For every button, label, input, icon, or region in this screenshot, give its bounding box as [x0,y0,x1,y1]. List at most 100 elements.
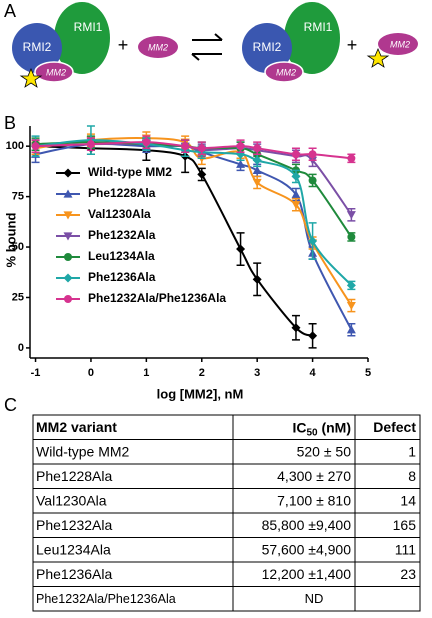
table-cell: ND [305,591,324,606]
legend-marker [64,253,72,261]
legend-marker [63,273,73,283]
table-cell: Val1230Ala [36,492,107,508]
rmi2-shape [12,23,62,73]
table-cell: 85,800 ±9,400 [262,517,352,533]
legend-label: Leu1234Ala [88,249,155,263]
star [19,67,43,88]
marker [197,144,206,153]
x-axis-label: log [MM2], nM [157,386,244,401]
mm2-shape [378,33,418,55]
marker [252,155,262,165]
panel-label: B [4,113,16,133]
schematic-label: + [118,35,129,55]
legend-marker [63,232,73,241]
table-cell: 111 [395,541,416,557]
y-tick-label: 100 [6,140,24,152]
panel-label: C [4,395,17,415]
schematic-label: RMI2 [23,40,52,54]
table-cell: 14 [400,492,416,508]
marker [291,323,301,333]
marker [308,331,318,341]
table-cell: 23 [400,566,416,582]
table-header-part: (nM) [318,419,351,435]
legend-label: Phe1228Ala [88,186,156,200]
legend-marker [64,295,72,303]
y-tick-label: 50 [12,241,24,253]
table-cell: Phe1232Ala/Phe1236Ala [36,592,176,606]
marker [252,165,262,174]
schematic-label: MM2 [46,67,66,77]
table-cell: 7,100 ± 810 [277,492,351,508]
star [366,47,390,68]
table-header: MM2 variant [36,419,117,435]
x-tick-label: 5 [365,367,371,379]
x-tick-label: 3 [254,367,260,379]
x-tick-label: 4 [310,367,317,379]
marker [181,142,190,151]
schematic [12,2,418,88]
marker [197,169,207,179]
series-line [35,145,314,337]
table-cell: Phe1232Ala [36,517,113,533]
marker [346,325,356,334]
table-cell: 520 ± 50 [297,443,352,459]
table-cell: 12,200 ±1,400 [262,566,352,582]
marker [86,140,95,149]
table-cell: 57,600 ±4,900 [262,541,352,557]
table-cell: Leu1234Ala [36,541,111,557]
marker [346,280,356,290]
marker [31,142,40,151]
schematic-label: MM2 [276,67,296,77]
legend-label: Wild-type MM2 [88,165,172,179]
marker [291,201,301,210]
marker [347,154,356,163]
mm2-shape [138,36,178,58]
arrow [191,53,200,61]
rmi1-shape [284,2,340,74]
marker [291,190,301,199]
table-cell: 1 [408,443,416,459]
marker [308,236,318,246]
schematic-label: RMI1 [304,20,333,34]
y-tick-label: 0 [18,342,24,354]
legend-label: Val1230Ala [88,207,151,221]
schematic-label: MM2 [148,42,168,52]
table-cell: Phe1236Ala [36,566,113,582]
schematic-label: MM2 [390,39,410,49]
legend-label: Phe1236Ala [88,270,156,284]
panel-label: A [4,1,16,21]
table-header: Defect [373,419,416,435]
marker [236,159,246,168]
rmi2-shape [242,23,292,73]
marker [236,142,245,151]
marker [346,211,356,220]
marker [291,171,301,181]
marker [347,232,356,241]
rmi1-shape [54,2,110,74]
table-cell: Wild-type MM2 [36,443,130,459]
table-header-part: IC [292,419,306,435]
marker [346,301,356,311]
table-cell: 8 [408,468,416,484]
table-cell: 4,300 ± 270 [277,468,351,484]
legend-label: Phe1232Ala/Phe1236Ala [88,291,226,305]
schematic-label: RMI2 [253,40,282,54]
marker [291,150,300,159]
legend-marker [63,168,73,178]
series-line [35,141,352,160]
mm2-shape [264,61,304,83]
marker [252,178,262,187]
marker [308,150,317,159]
table-header: IC50 (nM) [292,419,351,438]
mm2-shape [34,61,74,83]
legend-marker [63,189,73,198]
series-line [35,137,353,307]
marker [252,274,262,284]
y-tick-label: 75 [12,191,24,203]
arrow [214,33,223,41]
x-tick-label: -1 [31,367,41,379]
marker [253,144,262,153]
table-cell: 165 [393,517,417,533]
legend-label: Phe1232Ala [88,228,156,242]
